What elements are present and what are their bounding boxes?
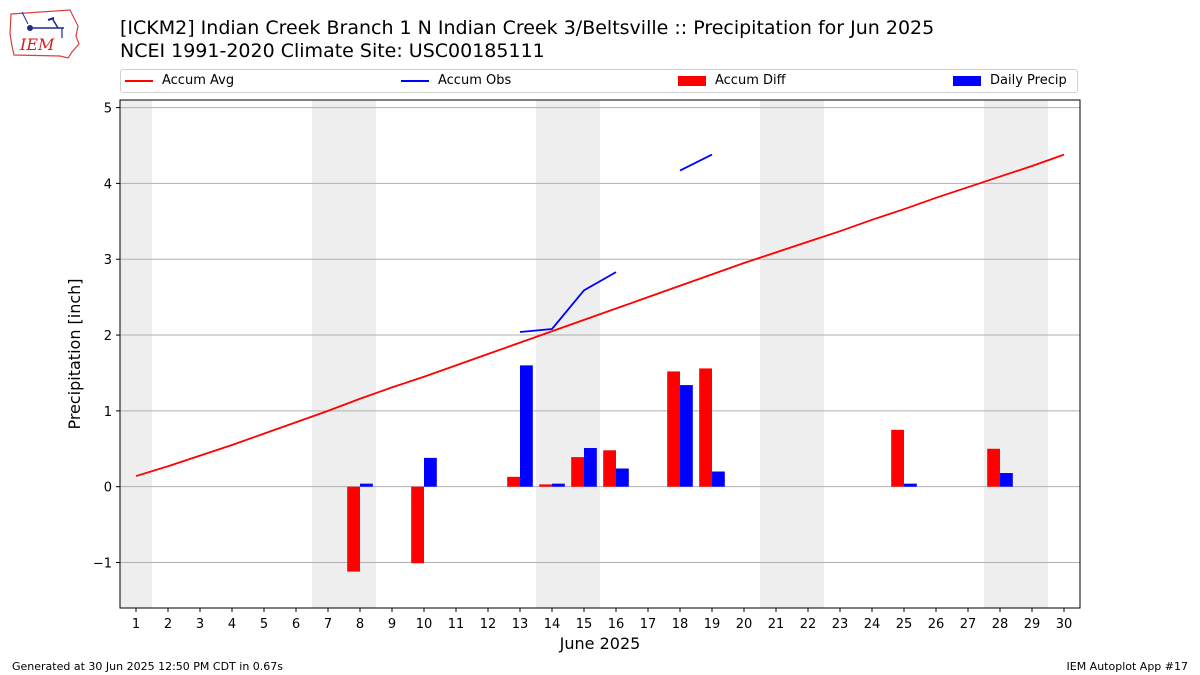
xtick-label-25: 25	[896, 617, 913, 632]
legend: Accum Avg Accum Obs Accum Diff Daily Pre…	[120, 69, 1078, 93]
ytick-label-5: 5	[104, 102, 112, 117]
gridlines	[120, 107, 1080, 564]
xtick-label-22: 22	[800, 617, 817, 632]
accum-diff-bar-day-14	[539, 484, 552, 487]
weekend-band-4	[984, 100, 1048, 608]
accum-diff-bar-day-13	[507, 476, 520, 487]
accum-obs-line-segment-1	[679, 153, 713, 172]
daily-precip-bar-day-25	[904, 483, 917, 487]
xtick-label-3: 3	[196, 617, 204, 632]
plot-frame	[119, 99, 1081, 609]
footer-generated: Generated at 30 Jun 2025 12:50 PM CDT in…	[12, 660, 284, 673]
xtick-label-29: 29	[1024, 617, 1041, 632]
legend-item-accum-diff: Accum Diff	[678, 73, 786, 89]
xtick-label-18: 18	[672, 617, 689, 632]
y-axis-label: Precipitation [inch]	[65, 278, 84, 429]
xtick-label-20: 20	[736, 617, 753, 632]
xtick-label-4: 4	[228, 617, 236, 632]
accum-obs-line-segment-0	[519, 271, 617, 333]
legend-item-daily-precip: Daily Precip	[953, 73, 1067, 89]
xtick-label-24: 24	[864, 617, 881, 632]
accum-diff-bar-day-25	[891, 429, 904, 487]
accum-diff-bar-day-8	[347, 486, 360, 572]
x-axis-label: June 2025	[559, 634, 641, 653]
daily-precip-bar-day-13	[520, 365, 533, 487]
daily-precip-bar-day-16	[616, 468, 629, 487]
xtick-label-19: 19	[704, 617, 721, 632]
xtick-label-1: 1	[132, 617, 140, 632]
ytick-label--1: −1	[93, 557, 112, 572]
xtick-label-6: 6	[292, 617, 300, 632]
legend-swatch-accum-diff	[678, 75, 706, 86]
xtick-label-2: 2	[164, 617, 172, 632]
xtick-label-7: 7	[324, 617, 332, 632]
chart-title: [ICKM2] Indian Creek Branch 1 N Indian C…	[120, 17, 935, 39]
weekend-band-2	[536, 100, 600, 608]
lines	[135, 153, 1065, 477]
legend-label-accum-avg: Accum Avg	[162, 73, 235, 88]
legend-item-accum-avg: Accum Avg	[125, 73, 234, 89]
legend-swatch-accum-avg	[125, 79, 153, 82]
accum-diff-bar-day-15	[571, 457, 584, 487]
xtick-label-27: 27	[960, 617, 977, 632]
daily-precip-bar-day-14	[552, 483, 565, 487]
xtick-label-10: 10	[416, 617, 433, 632]
legend-swatch-accum-obs	[401, 79, 429, 82]
accum-diff-bar-day-10	[411, 486, 424, 564]
ytick-label-2: 2	[104, 329, 112, 344]
xtick-label-11: 11	[448, 617, 465, 632]
xtick-label-15: 15	[576, 617, 593, 632]
legend-label-accum-obs: Accum Obs	[438, 73, 512, 88]
accum-diff-bar-day-18	[667, 371, 680, 487]
legend-item-accum-obs: Accum Obs	[401, 73, 511, 89]
weekend-band-0	[120, 100, 152, 608]
logo-text: IEM	[19, 35, 55, 54]
xtick-label-9: 9	[388, 617, 396, 632]
iem-logo: IEM	[9, 9, 80, 59]
footer-app: IEM Autoplot App #17	[1066, 660, 1189, 673]
legend-label-daily-precip: Daily Precip	[990, 73, 1067, 88]
xtick-label-23: 23	[832, 617, 849, 632]
chart-subtitle: NCEI 1991-2020 Climate Site: USC00185111	[120, 40, 545, 62]
daily-precip-bar-day-10	[424, 457, 437, 487]
ytick-label-3: 3	[104, 253, 112, 268]
accum-diff-bar-day-16	[603, 450, 616, 487]
accum-avg-line-segment-0	[135, 153, 1065, 477]
bars	[347, 365, 1013, 572]
xtick-label-12: 12	[480, 617, 497, 632]
xtick-label-26: 26	[928, 617, 945, 632]
legend-label-accum-diff: Accum Diff	[715, 73, 786, 88]
legend-swatch-daily-precip	[953, 75, 981, 86]
xtick-label-28: 28	[992, 617, 1009, 632]
daily-precip-bar-day-28	[1000, 473, 1013, 487]
daily-precip-bar-day-18	[680, 385, 693, 487]
xtick-label-8: 8	[356, 617, 364, 632]
xtick-label-14: 14	[544, 617, 561, 632]
ytick-label-4: 4	[104, 177, 112, 192]
ytick-label-1: 1	[104, 405, 112, 420]
xtick-label-5: 5	[260, 617, 268, 632]
weekend-band-3	[760, 100, 824, 608]
xtick-label-13: 13	[512, 617, 529, 632]
accum-diff-bar-day-28	[987, 448, 1000, 487]
daily-precip-bar-day-8	[360, 483, 373, 487]
ytick-label-0: 0	[104, 481, 112, 496]
daily-precip-bar-day-15	[584, 448, 597, 487]
xtick-label-30: 30	[1056, 617, 1073, 632]
accum-diff-bar-day-19	[699, 368, 712, 487]
xtick-label-21: 21	[768, 617, 785, 632]
weekend-shading	[120, 100, 1048, 608]
weekend-band-1	[312, 100, 376, 608]
daily-precip-bar-day-19	[712, 471, 725, 487]
xtick-label-17: 17	[640, 617, 657, 632]
xtick-label-16: 16	[608, 617, 625, 632]
